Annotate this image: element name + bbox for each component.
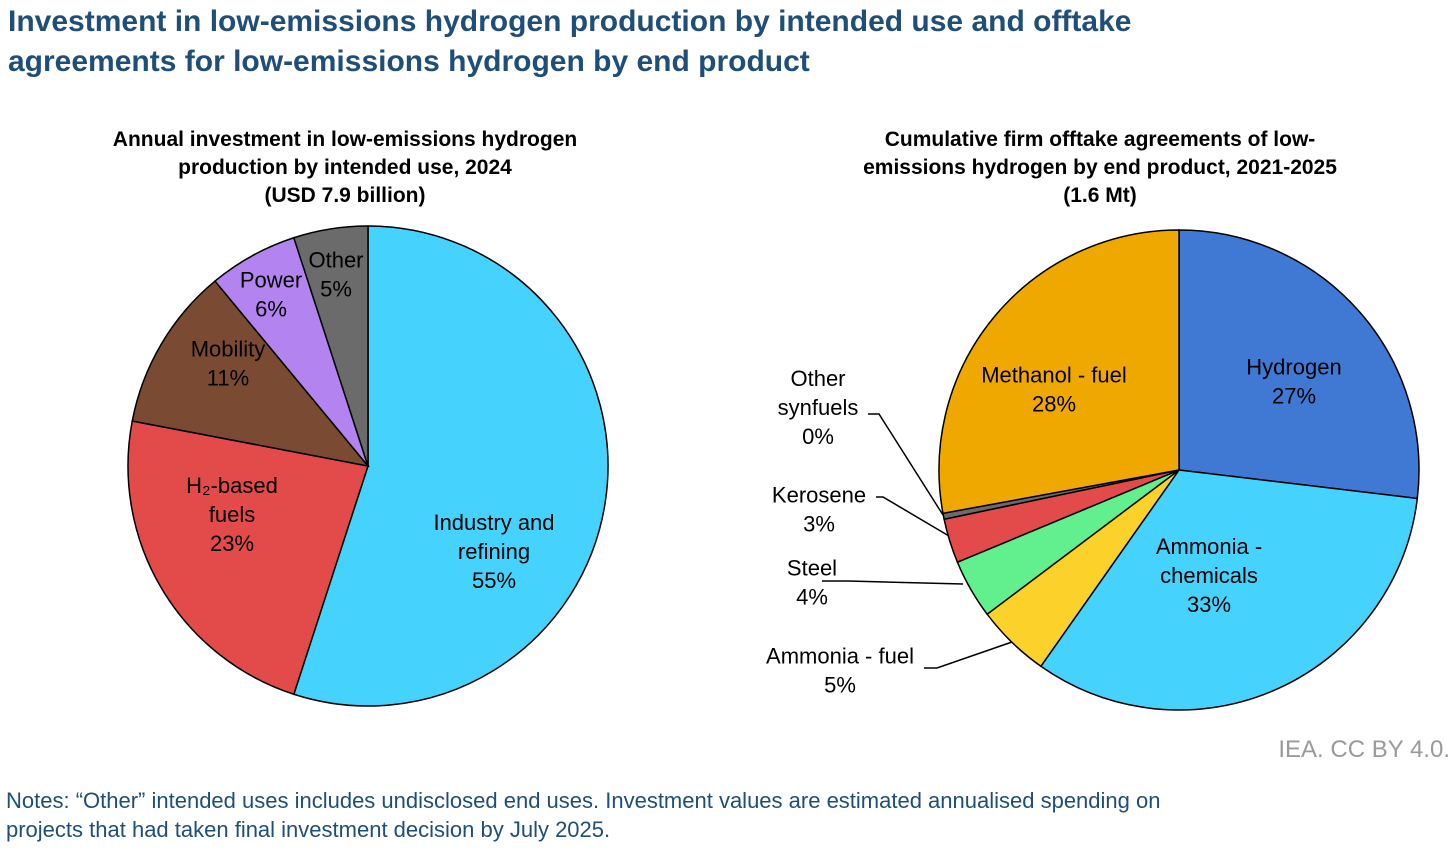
left-pie-slice-mobility	[131, 280, 370, 468]
page-title: Investment in low-emissions hydrogen pro…	[8, 2, 1438, 82]
right-pie-ammonia-fuel-leader-line	[924, 641, 1013, 669]
right-chart-title-line-1: Cumulative firm offtake agreements of lo…	[884, 128, 1316, 151]
right-chart-title-line-3: (1.6 Mt)	[1063, 184, 1137, 207]
right-chart-title-line-2: emissions hydrogen by end product, 2021-…	[863, 156, 1337, 179]
right-pie-other-synfuels-label: Other synfuels 0%	[778, 366, 859, 449]
left-chart-title-line-1: Annual investment in low-emissions hydro…	[112, 128, 578, 151]
notes-line-2: projects that had taken final investment…	[6, 817, 611, 842]
credit-text: IEA. CC BY 4.0.	[1278, 736, 1450, 763]
right-pie-slice-ammonia-chemicals	[1039, 469, 1419, 711]
left-pie-mobility-label: Mobility 11%	[191, 337, 266, 391]
left-chart-title-line-3: (USD 7.9 billion)	[264, 184, 426, 207]
notes-line-1: Notes: “Other” intended uses includes un…	[6, 788, 1161, 813]
page-title-line-1: Investment in low-emissions hydrogen pro…	[8, 5, 1132, 38]
left-pie-slice-h2-based-fuels	[127, 420, 369, 696]
left-pie-industry-and-refining-label: Industry and refining 55%	[433, 510, 554, 593]
left-pie-other-label: Other 5%	[308, 248, 363, 302]
left-chart-title: Annual investment in low-emissions hydro…	[40, 126, 650, 210]
right-pie-steel-label: Steel 4%	[787, 556, 837, 610]
right-pie-other-synfuels-leader-line	[868, 413, 944, 516]
right-pie-steel-leader-line	[822, 580, 964, 585]
left-pie-slice-industry-and-refining	[292, 225, 609, 707]
right-pie-slice-methanol-fuel	[938, 229, 1180, 515]
left-pie-h2-based-fuels-label: H₂-based fuels 23%	[186, 473, 278, 556]
left-chart-title-line-2: production by intended use, 2024	[178, 156, 512, 179]
right-pie-ammonia-chemicals-label: Ammonia -chemicals 33%	[1156, 534, 1262, 617]
left-pie-slice-other	[292, 225, 369, 467]
right-pie-methanol-fuel-label: Methanol - fuel 28%	[981, 363, 1127, 417]
right-chart-title: Cumulative firm offtake agreements of lo…	[780, 126, 1420, 210]
left-pie-chart: Industry and refining 55% H₂-based fuels 23% M…	[127, 225, 609, 707]
right-pie-ammonia-fuel-label: Ammonia - fuel 5%	[766, 644, 914, 698]
right-pie-kerosene-leader-line	[876, 496, 950, 537]
right-pie-chart: Hydrogen 27% Ammonia -chemicals 33% Ammonia …	[766, 229, 1420, 711]
page-title-line-2: agreements for low-emissions hydrogen by…	[8, 45, 810, 78]
right-pie-slice-hydrogen	[1178, 229, 1420, 500]
right-pie-hydrogen-label: Hydrogen 27%	[1246, 355, 1341, 409]
left-pie-power-label: Power 6%	[240, 268, 302, 322]
notes: Notes: “Other” intended uses includes un…	[6, 786, 1426, 844]
right-pie-kerosene-label: Kerosene 3%	[772, 483, 866, 537]
